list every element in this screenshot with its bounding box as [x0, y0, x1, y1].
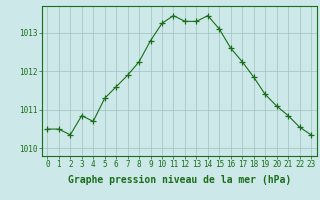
X-axis label: Graphe pression niveau de la mer (hPa): Graphe pression niveau de la mer (hPa)	[68, 175, 291, 185]
